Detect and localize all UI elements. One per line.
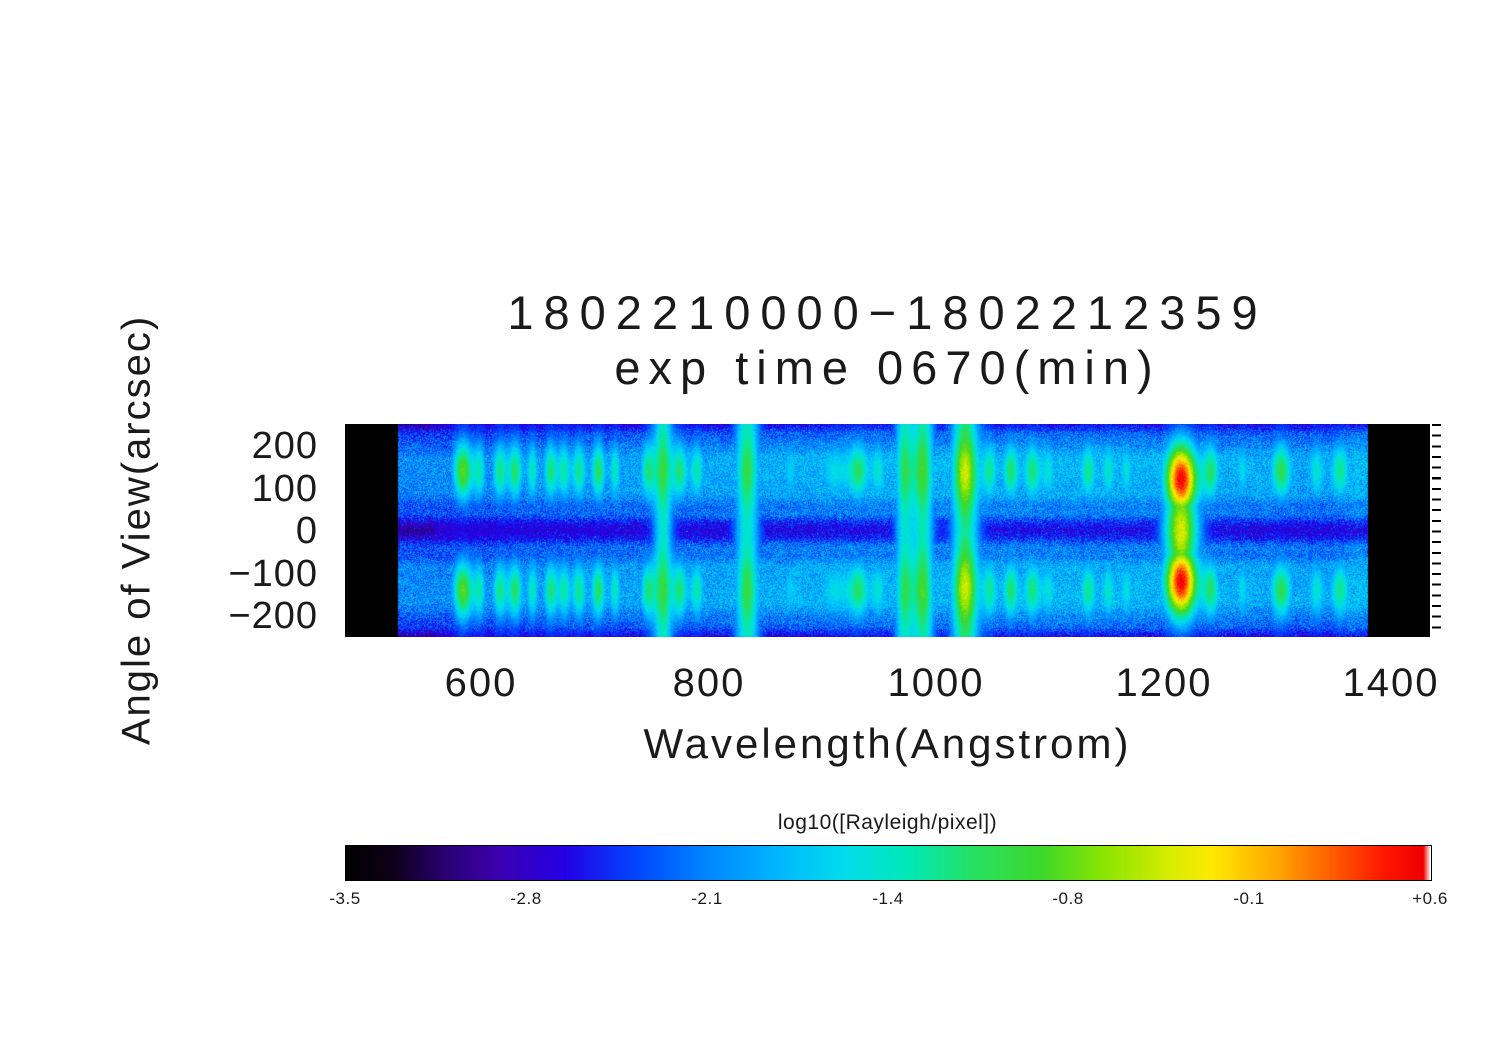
colorbar-tick-3: -1.4 — [872, 889, 904, 908]
y-tick-label-100: 100 — [251, 468, 318, 510]
y-tick-label-m200: −200 — [228, 595, 318, 637]
title-line2: exp time 0670(min) — [614, 340, 1161, 394]
colorbar-title: log10([Rayleigh/pixel]) — [777, 811, 998, 834]
spectrogram-heatmap — [345, 424, 1430, 637]
y-tick-label-200: 200 — [251, 425, 318, 467]
title-line1: 1802210000−1802212359 — [507, 286, 1268, 339]
y-tick-label-m100: −100 — [228, 553, 318, 595]
x-tick-label-1200: 1200 — [1115, 661, 1213, 705]
colorbar-tick-0: -3.5 — [329, 889, 361, 908]
colorbar-tick-2: -2.1 — [691, 889, 723, 908]
x-tick-label-1400: 1400 — [1342, 661, 1440, 705]
right-axis-minor-ticks — [1432, 424, 1441, 637]
colorbar-tick-6: +0.6 — [1412, 889, 1448, 908]
colorbar — [345, 845, 1432, 881]
x-tick-label-1000: 1000 — [887, 661, 985, 705]
colorbar-tick-4: -0.8 — [1052, 889, 1084, 908]
x-tick-label-800: 800 — [672, 661, 746, 705]
x-tick-label-600: 600 — [444, 661, 518, 705]
plot-title: 1802210000−1802212359 exp time 0670(min) — [345, 286, 1430, 395]
y-tick-label-0: 0 — [295, 510, 318, 552]
colorbar-tick-5: -0.1 — [1233, 889, 1265, 908]
colorbar-tick-1: -2.8 — [510, 889, 542, 908]
x-axis-label: Wavelength(Angstrom) — [643, 720, 1132, 767]
